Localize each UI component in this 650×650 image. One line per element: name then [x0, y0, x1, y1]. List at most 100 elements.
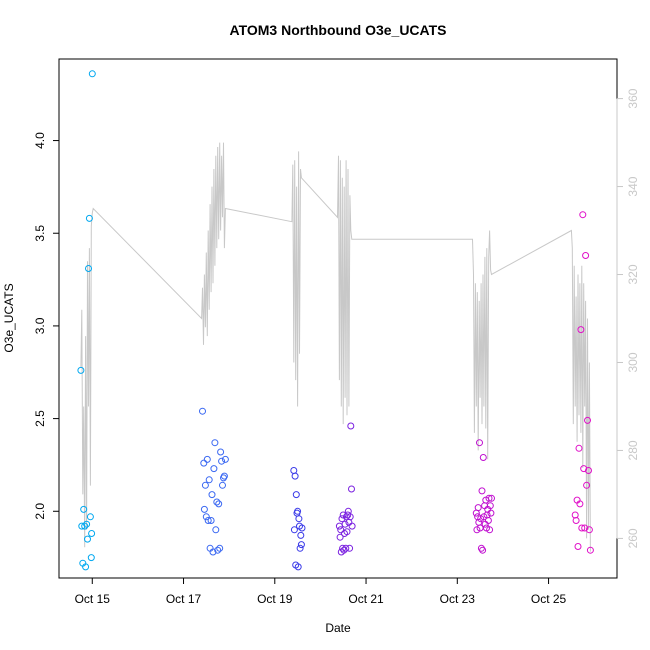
y-tick-label: 3.0	[33, 317, 47, 334]
data-point	[581, 524, 589, 532]
data-point	[85, 214, 93, 222]
data-point	[577, 326, 585, 334]
data-point	[574, 543, 582, 550]
data-point	[348, 522, 356, 530]
data-point	[290, 526, 298, 534]
data-point	[80, 505, 88, 513]
data-point	[78, 522, 86, 530]
y2-tick-label: 280	[626, 440, 640, 460]
data-point	[204, 517, 212, 524]
data-point	[474, 504, 482, 512]
y-tick-label: 2.5	[33, 410, 47, 427]
data-point	[298, 524, 306, 532]
chart-title: ATOM3 Northbound O3e_UCATS	[230, 22, 447, 38]
data-point	[203, 455, 211, 463]
data-point	[214, 546, 222, 554]
data-point	[584, 416, 591, 424]
data-point	[478, 487, 486, 495]
data-point	[200, 459, 208, 467]
points-layer	[77, 70, 594, 571]
data-point	[586, 546, 594, 554]
data-point	[341, 520, 349, 528]
data-point	[479, 546, 487, 554]
data-point	[585, 467, 592, 474]
data-point	[345, 518, 353, 526]
data-point	[295, 515, 303, 523]
data-point	[88, 70, 96, 78]
data-point	[85, 265, 92, 272]
data-point	[86, 513, 94, 521]
data-point	[211, 439, 219, 447]
data-point	[476, 439, 483, 447]
y2-tick-label: 300	[626, 352, 640, 372]
data-point	[486, 526, 494, 534]
data-point	[81, 522, 89, 530]
data-point	[77, 366, 85, 374]
data-point	[202, 513, 210, 521]
data-point	[348, 485, 355, 493]
y-axis-label: O3e_UCATS	[2, 283, 16, 352]
data-point	[207, 517, 215, 524]
y-axis: 2.0 2.5 3.0 3.5 4.0	[33, 132, 60, 520]
data-point	[579, 211, 587, 219]
data-point	[201, 481, 209, 489]
y2-tick-label: 340	[626, 176, 640, 196]
data-point	[336, 533, 344, 541]
data-point	[215, 500, 223, 508]
data-point	[346, 544, 354, 552]
data-point	[481, 520, 489, 528]
data-point	[218, 457, 226, 465]
data-point	[208, 491, 216, 499]
data-point	[83, 520, 91, 528]
y-tick-label: 4.0	[33, 132, 47, 149]
data-point	[219, 481, 226, 489]
x-axis: Oct 15 Oct 17 Oct 19 Oct 21 Oct 23 Oct 25	[75, 577, 567, 606]
data-point	[477, 544, 485, 552]
x-tick-label: Oct 17	[166, 592, 202, 606]
data-point	[82, 563, 90, 571]
x-tick-label: Oct 21	[348, 592, 384, 606]
data-point	[212, 526, 220, 534]
x-tick-label: Oct 25	[531, 592, 567, 606]
y2-tick-label: 320	[626, 264, 640, 284]
data-point	[297, 531, 305, 539]
y-tick-label: 3.5	[33, 225, 47, 242]
data-point	[346, 513, 354, 521]
data-point	[294, 563, 302, 571]
data-point	[335, 522, 343, 530]
data-point	[200, 505, 208, 513]
plot-frame	[58, 58, 618, 579]
data-point	[88, 530, 96, 537]
data-point	[583, 481, 591, 489]
data-point	[294, 507, 302, 515]
data-point	[339, 544, 347, 552]
data-point	[571, 511, 579, 519]
data-point	[338, 515, 346, 523]
x-axis-label: Date	[325, 621, 351, 635]
data-point	[578, 524, 586, 532]
data-point	[216, 544, 224, 552]
data-point	[585, 526, 593, 534]
series-line	[80, 142, 591, 552]
line-layer	[80, 142, 591, 552]
data-point	[209, 548, 217, 556]
data-point	[479, 454, 487, 461]
data-point	[292, 491, 300, 499]
data-point	[572, 517, 580, 524]
data-point	[487, 509, 495, 517]
data-point	[297, 541, 305, 549]
data-point	[221, 455, 229, 463]
data-point	[580, 465, 588, 473]
y2-tick-label: 260	[626, 528, 640, 548]
data-point	[210, 465, 218, 473]
data-point	[475, 518, 483, 526]
data-point	[488, 494, 495, 502]
data-point	[84, 535, 91, 543]
y-tick-label: 2.0	[33, 503, 47, 520]
data-point	[213, 498, 221, 506]
data-point	[343, 528, 351, 536]
data-point	[199, 407, 206, 415]
data-point	[485, 494, 493, 502]
data-point	[342, 544, 350, 552]
